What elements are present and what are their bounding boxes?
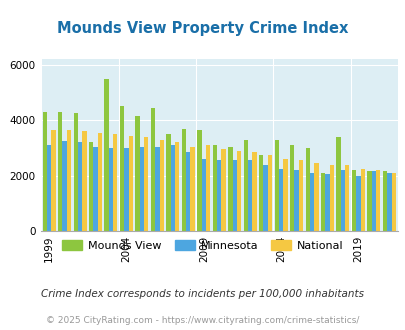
Bar bbox=[113, 134, 117, 231]
Bar bbox=[170, 145, 175, 231]
Bar bbox=[58, 112, 62, 231]
Bar bbox=[305, 148, 309, 231]
Bar bbox=[104, 79, 109, 231]
Bar bbox=[217, 160, 221, 231]
Bar bbox=[228, 147, 232, 231]
Bar bbox=[190, 147, 194, 231]
Bar bbox=[109, 148, 113, 231]
Bar bbox=[283, 159, 287, 231]
Bar bbox=[267, 155, 271, 231]
Bar bbox=[201, 159, 205, 231]
Legend: Mounds View, Minnesota, National: Mounds View, Minnesota, National bbox=[58, 236, 347, 255]
Bar bbox=[128, 136, 132, 231]
Bar bbox=[47, 145, 51, 231]
Bar bbox=[221, 149, 225, 231]
Bar bbox=[155, 147, 159, 231]
Bar bbox=[382, 172, 386, 231]
Bar bbox=[62, 141, 66, 231]
Text: © 2025 CityRating.com - https://www.cityrating.com/crime-statistics/: © 2025 CityRating.com - https://www.city… bbox=[46, 315, 359, 325]
Bar bbox=[205, 145, 210, 231]
Bar bbox=[340, 170, 344, 231]
Bar bbox=[371, 172, 375, 231]
Bar bbox=[360, 169, 364, 231]
Bar bbox=[324, 174, 329, 231]
Bar bbox=[135, 116, 139, 231]
Bar bbox=[367, 172, 371, 231]
Bar bbox=[181, 129, 185, 231]
Bar bbox=[390, 173, 395, 231]
Bar bbox=[166, 134, 170, 231]
Bar bbox=[289, 145, 294, 231]
Bar bbox=[336, 137, 340, 231]
Bar bbox=[247, 160, 252, 231]
Bar bbox=[232, 160, 236, 231]
Bar bbox=[73, 114, 78, 231]
Bar bbox=[212, 145, 217, 231]
Bar bbox=[66, 130, 71, 231]
Bar bbox=[252, 152, 256, 231]
Bar bbox=[236, 151, 241, 231]
Bar bbox=[93, 147, 98, 231]
Bar bbox=[144, 137, 148, 231]
Bar bbox=[78, 143, 82, 231]
Bar bbox=[356, 176, 360, 231]
Bar bbox=[386, 173, 390, 231]
Bar bbox=[278, 169, 283, 231]
Text: Mounds View Property Crime Index: Mounds View Property Crime Index bbox=[57, 21, 348, 36]
Bar bbox=[124, 148, 128, 231]
Bar bbox=[197, 130, 201, 231]
Text: Crime Index corresponds to incidents per 100,000 inhabitants: Crime Index corresponds to incidents per… bbox=[41, 289, 364, 299]
Bar bbox=[98, 133, 102, 231]
Bar bbox=[329, 165, 333, 231]
Bar bbox=[185, 152, 190, 231]
Bar bbox=[263, 165, 267, 231]
Bar bbox=[309, 173, 313, 231]
Bar bbox=[294, 170, 298, 231]
Bar bbox=[175, 143, 179, 231]
Bar bbox=[139, 147, 144, 231]
Bar bbox=[351, 170, 356, 231]
Bar bbox=[274, 140, 278, 231]
Bar bbox=[43, 112, 47, 231]
Bar bbox=[320, 173, 324, 231]
Bar bbox=[82, 131, 86, 231]
Bar bbox=[298, 160, 302, 231]
Bar bbox=[258, 155, 263, 231]
Bar bbox=[313, 163, 318, 231]
Bar bbox=[151, 108, 155, 231]
Bar bbox=[243, 140, 247, 231]
Bar bbox=[375, 170, 379, 231]
Bar bbox=[119, 107, 124, 231]
Bar bbox=[51, 130, 55, 231]
Bar bbox=[89, 143, 93, 231]
Bar bbox=[344, 165, 349, 231]
Bar bbox=[159, 140, 164, 231]
